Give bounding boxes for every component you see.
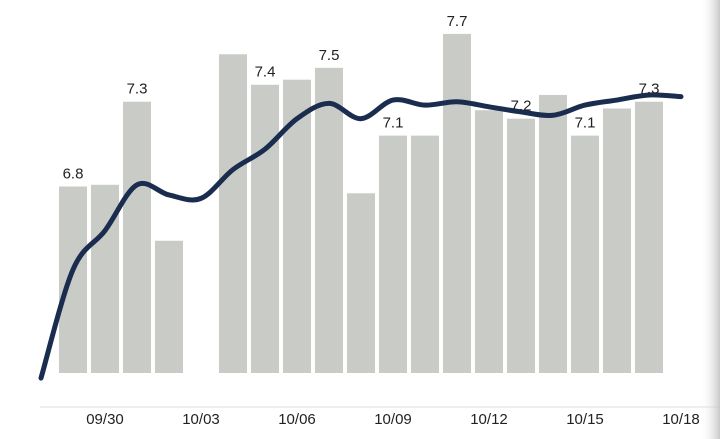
data-label: 7.1 (383, 115, 404, 132)
bar (475, 110, 503, 374)
bar (539, 94, 567, 373)
bar (283, 79, 311, 373)
bar (251, 84, 279, 373)
bar (635, 101, 663, 374)
data-label: 7.5 (319, 47, 340, 64)
data-label: 6.8 (63, 165, 84, 182)
bar (315, 67, 343, 374)
bar (59, 186, 87, 373)
x-tick-label: 10/18 (662, 411, 700, 428)
line (38, 92, 684, 381)
data-label: 7.3 (639, 81, 660, 98)
data-label: 7.4 (255, 64, 276, 81)
bar (603, 108, 631, 373)
data-label: 7.2 (511, 98, 532, 115)
bar (379, 135, 407, 373)
x-tick-label: 09/30 (86, 411, 124, 428)
x-tick-label: 10/12 (470, 411, 508, 428)
data-label: 7.1 (575, 115, 596, 132)
data-label: 7.7 (447, 13, 468, 30)
x-tick-label: 10/09 (374, 411, 412, 428)
bar (571, 135, 599, 373)
bar (155, 240, 183, 373)
panel-edge (700, 0, 720, 439)
bar (219, 54, 247, 373)
bar (347, 193, 375, 373)
bar (507, 118, 535, 373)
x-tick-label: 10/15 (566, 411, 604, 428)
x-tick-label: 10/06 (278, 411, 316, 428)
x-tick-label: 10/03 (182, 411, 220, 428)
bar (123, 101, 151, 374)
bar (411, 135, 439, 373)
bar (443, 33, 471, 374)
data-label: 7.3 (127, 81, 148, 98)
